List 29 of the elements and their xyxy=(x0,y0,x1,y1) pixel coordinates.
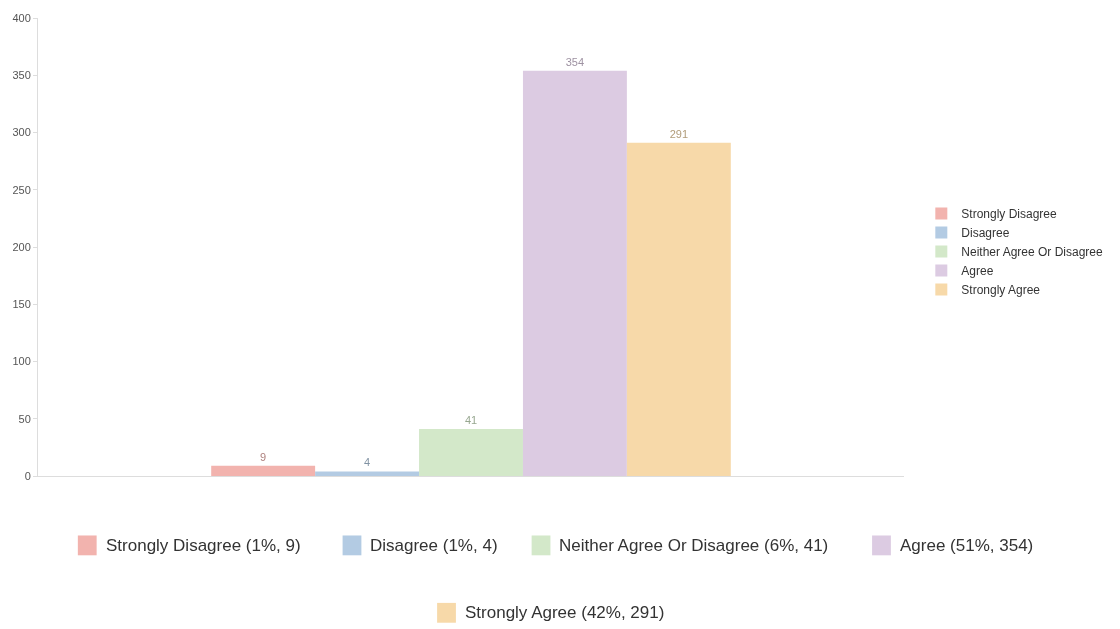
bar xyxy=(522,70,627,476)
bar xyxy=(315,471,420,476)
y-tick-label: 250 xyxy=(12,183,31,196)
bar xyxy=(626,142,731,476)
y-tick-label: 150 xyxy=(12,298,31,311)
text: Strongly Agree (42%, 291) xyxy=(465,603,665,622)
legend-label: Disagree xyxy=(961,226,1010,241)
text: Neither Agree Or Disagree (6%, 41) xyxy=(559,536,829,555)
data-label: 291 xyxy=(669,127,689,140)
text: Disagree (1%, 4) xyxy=(370,536,498,555)
bar xyxy=(211,465,316,476)
data-label: 4 xyxy=(364,456,371,469)
legend-label: Agree xyxy=(961,264,994,279)
data-label: 9 xyxy=(260,450,267,463)
legend-label: Neither Agree Or Disagree xyxy=(961,245,1104,260)
text: Agree (51%, 354) xyxy=(900,536,1034,555)
legend-label: Strongly Disagree xyxy=(961,207,1058,222)
bar xyxy=(419,429,523,476)
legend-label: Strongly Agree xyxy=(961,283,1041,298)
y-tick-label: 400 xyxy=(12,11,31,24)
y-tick-label: 100 xyxy=(12,355,31,368)
y-tick-label: 50 xyxy=(18,412,31,425)
y-tick-label: 200 xyxy=(12,240,31,253)
text: Strongly Disagree (1%, 9) xyxy=(106,536,301,555)
y-tick-label: 350 xyxy=(12,69,31,82)
y-tick-label: 0 xyxy=(24,469,31,482)
data-label: 41 xyxy=(464,414,478,427)
y-tick-label: 300 xyxy=(12,126,31,139)
data-label: 354 xyxy=(565,55,585,68)
